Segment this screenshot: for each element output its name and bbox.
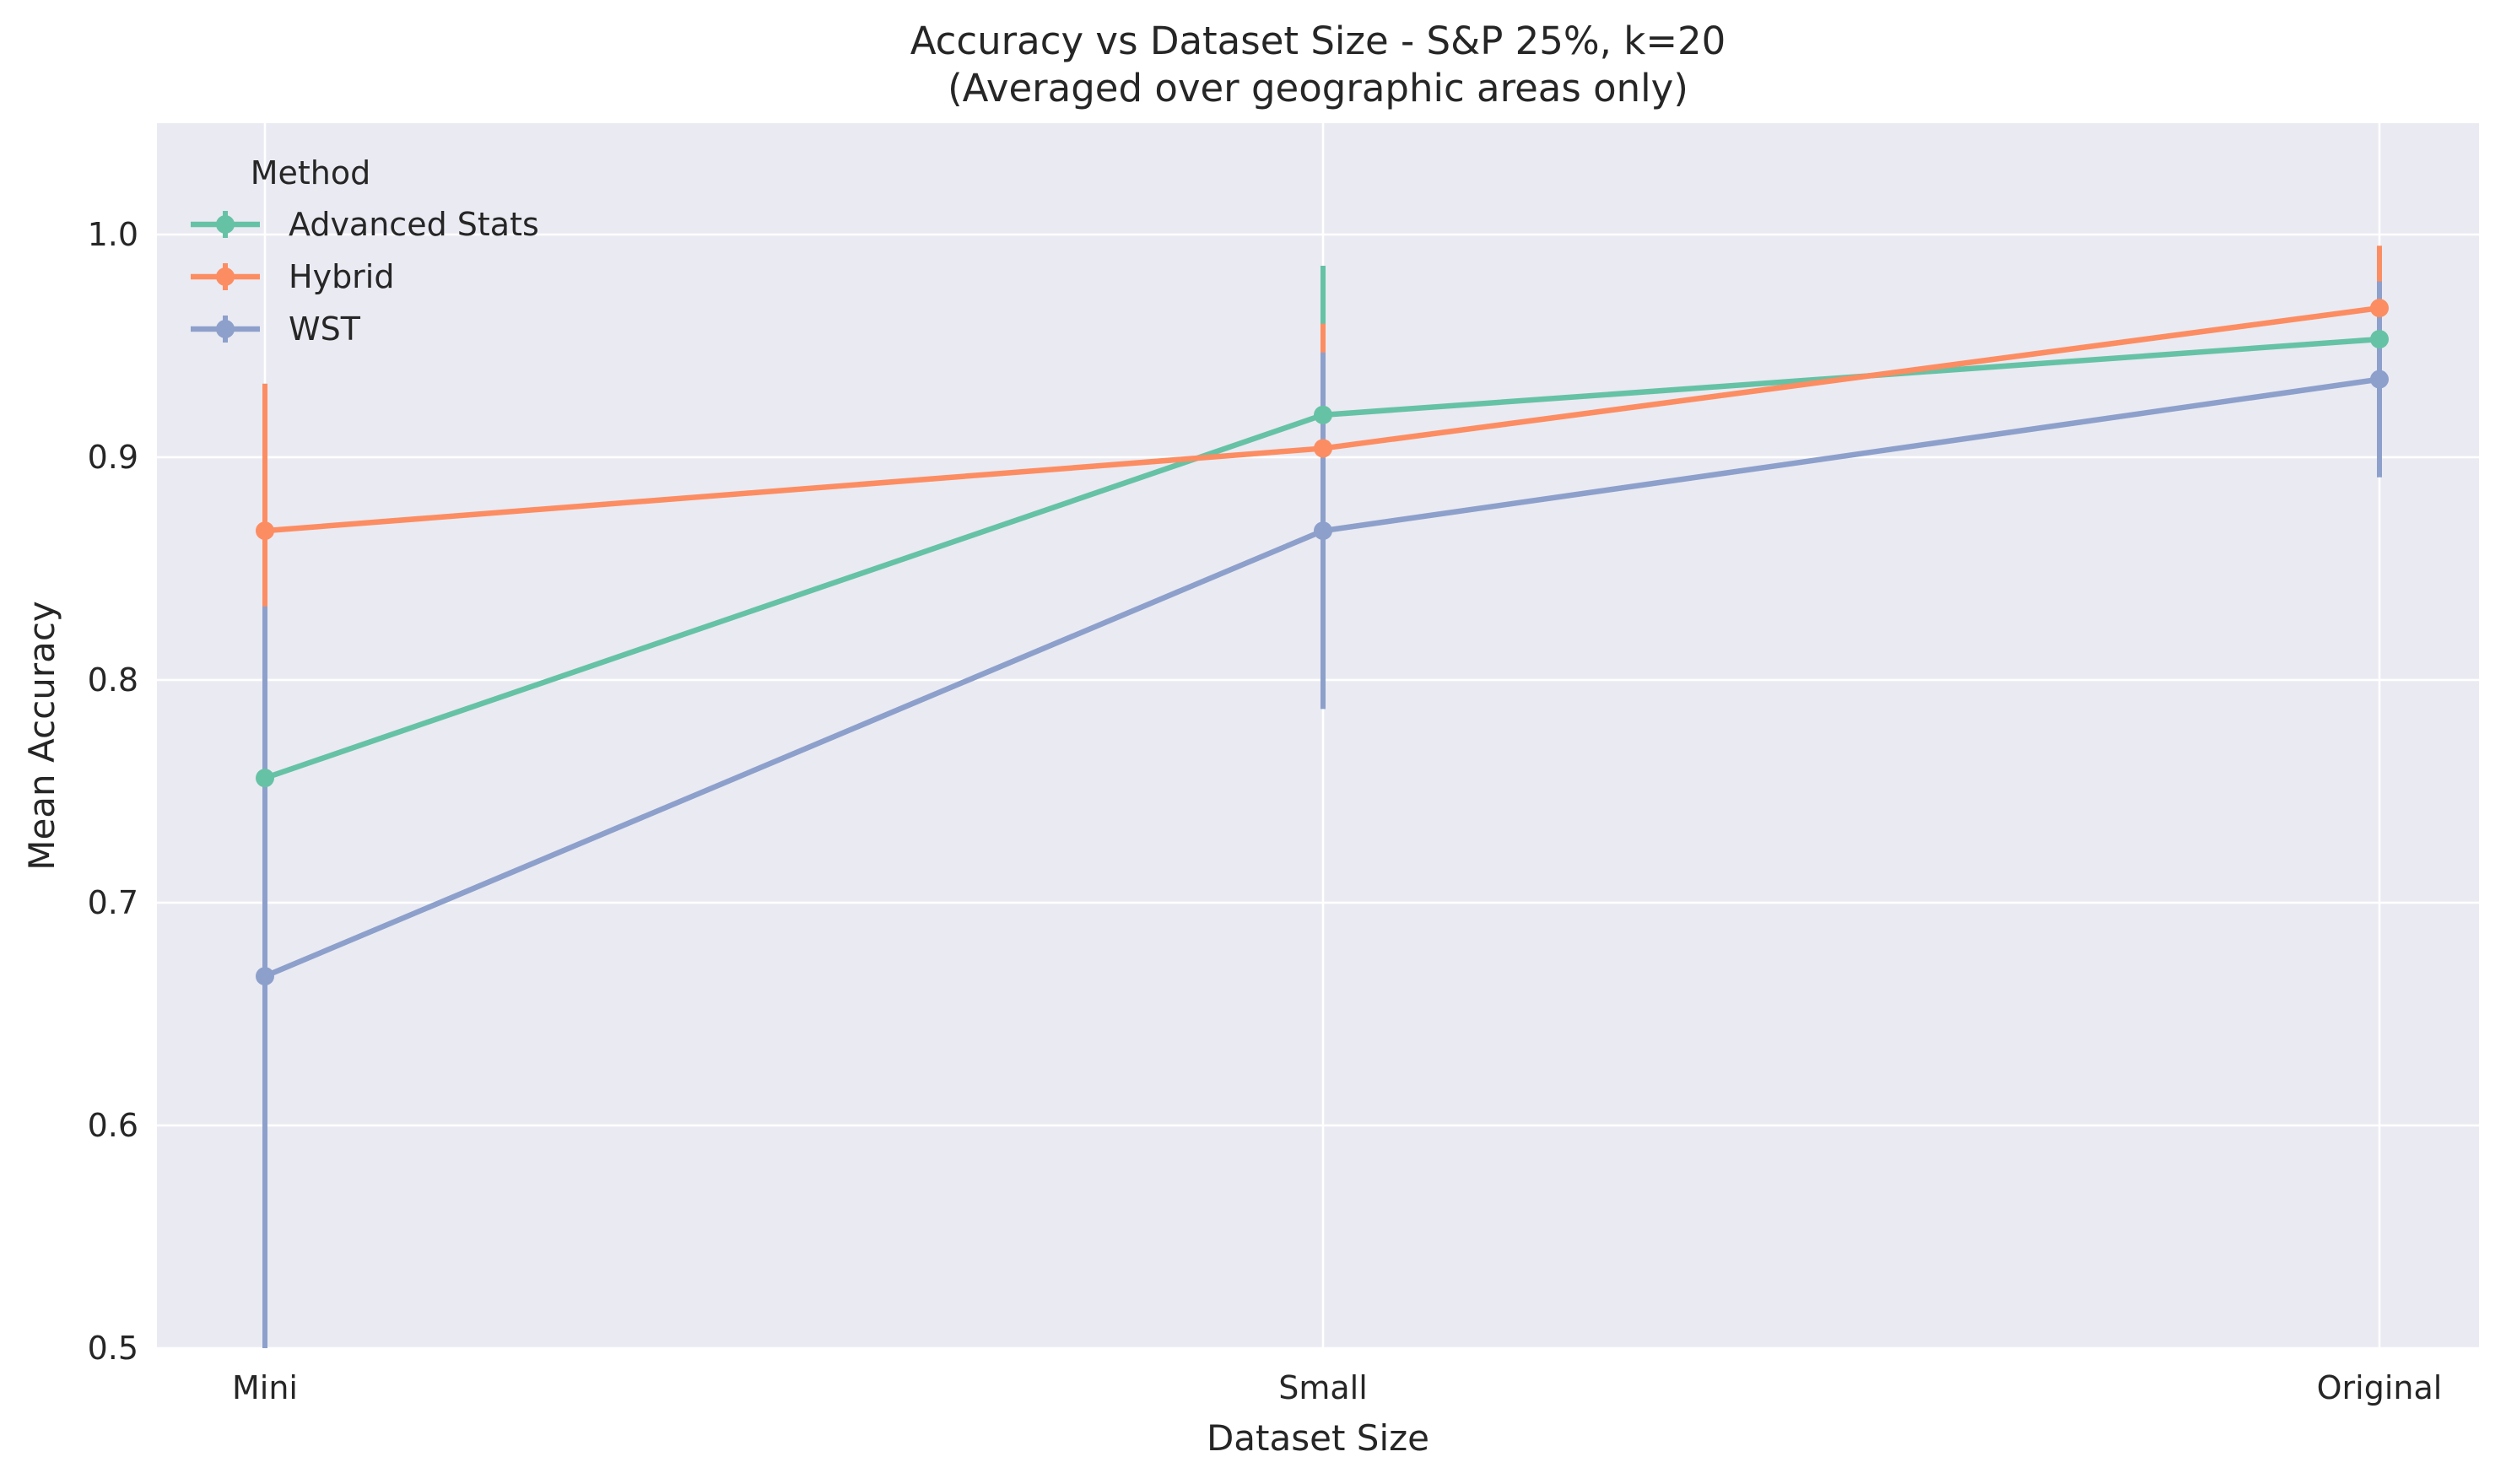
legend-swatch-marker xyxy=(216,215,235,234)
data-point-wst xyxy=(256,967,274,986)
plot-background xyxy=(157,123,2479,1348)
y-tick-label: 0.7 xyxy=(88,884,138,921)
y-tick-label: 0.5 xyxy=(88,1330,138,1367)
y-tick-label: 1.0 xyxy=(88,216,138,253)
legend-item-wst: WST xyxy=(191,310,361,348)
chart-subtitle: (Averaged over geographic areas only) xyxy=(948,66,1688,111)
legend-swatch-marker xyxy=(216,320,235,338)
line-layer xyxy=(256,299,2389,986)
data-point-advanced-stats xyxy=(2370,330,2389,349)
legend-label: Advanced Stats xyxy=(289,206,539,243)
data-point-wst xyxy=(1314,521,1332,541)
y-tick-label: 0.8 xyxy=(88,661,138,699)
data-point-advanced-stats xyxy=(256,769,274,788)
legend-swatch-marker xyxy=(216,267,235,286)
legend-label: Hybrid xyxy=(289,258,395,295)
legend-label: WST xyxy=(289,310,361,348)
x-tick-labels: Mini Small Original xyxy=(232,1369,2442,1406)
x-axis-label: Dataset Size xyxy=(1207,1417,1429,1459)
legend-item-hybrid: Hybrid xyxy=(191,258,395,295)
y-axis-label: Mean Accuracy xyxy=(21,601,62,871)
x-tick-label: Mini xyxy=(232,1369,298,1406)
y-tick-labels: 0.5 0.6 0.7 0.8 0.9 1.0 xyxy=(88,216,138,1367)
data-point-hybrid xyxy=(1314,439,1332,458)
legend-title: Method xyxy=(251,154,371,192)
data-point-hybrid xyxy=(256,521,274,541)
x-tick-label: Small xyxy=(1278,1369,1368,1406)
data-point-wst xyxy=(2370,370,2389,389)
y-tick-label: 0.6 xyxy=(88,1107,138,1144)
legend-item-advanced-stats: Advanced Stats xyxy=(191,206,539,243)
data-point-hybrid xyxy=(2370,299,2389,318)
y-tick-label: 0.9 xyxy=(88,439,138,476)
chart-title: Accuracy vs Dataset Size - S&P 25%, k=20 xyxy=(910,19,1726,63)
data-point-advanced-stats xyxy=(1314,405,1332,424)
legend: Method Advanced Stats Hybrid WST xyxy=(191,154,539,348)
x-tick-label: Original xyxy=(2317,1369,2443,1406)
